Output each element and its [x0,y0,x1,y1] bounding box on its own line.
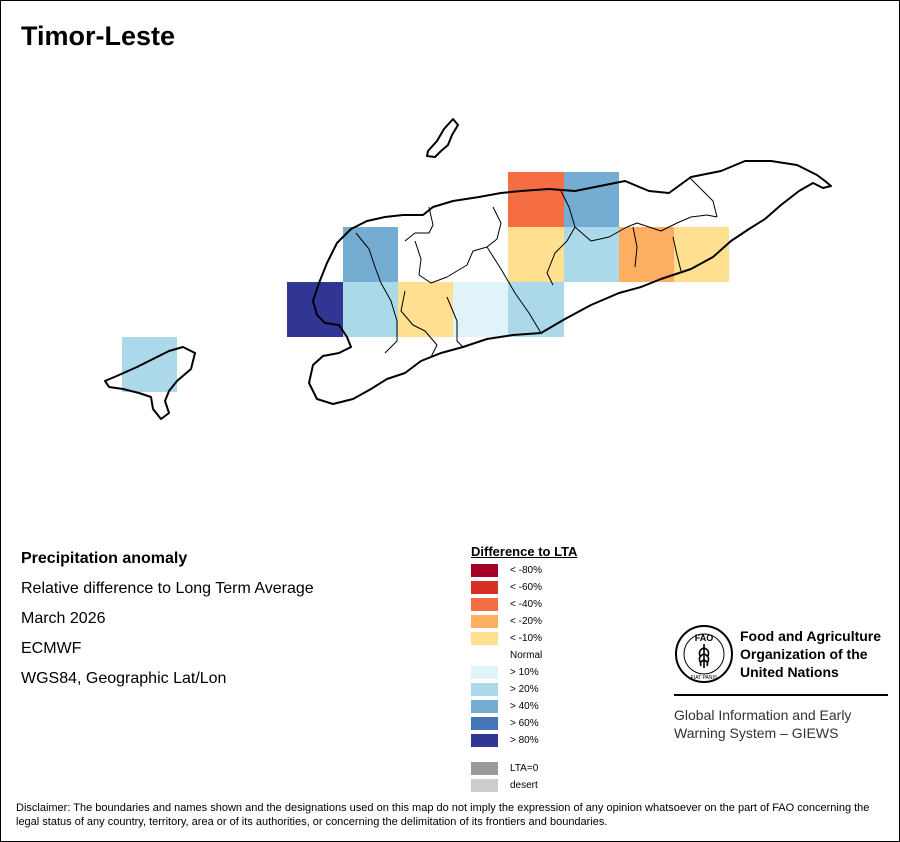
legend-swatch [471,700,498,713]
grid-cell [343,282,398,337]
grid-cell [398,282,453,337]
main-island-outline [308,160,832,405]
fao-logo-icon: FAO FIAT PANIS [675,625,733,683]
legend-swatch [471,779,498,792]
legend-swatch [471,649,498,662]
legend-swatch [471,581,498,594]
legend-swatch [471,564,498,577]
district-boundary [400,290,438,358]
district-boundary [486,246,542,334]
legend-label: < -60% [510,582,542,593]
legend-label: desert [510,780,538,791]
fao-logo-letters: FAO [695,633,714,643]
legend-label: > 80% [510,735,539,746]
legend-label: LTA=0 [510,763,539,774]
grid-cell [564,227,619,282]
district-boundary [672,236,682,272]
legend-label: < -80% [510,565,542,576]
atauro-island-outline [426,118,459,158]
district-boundary [688,176,718,218]
map-canvas [104,118,832,420]
grid-cell [508,227,564,282]
disclaimer: Disclaimer: The boundaries and names sho… [16,802,870,828]
legend-label: < -20% [510,616,542,627]
giews-name: Global Information and Early Warning Sys… [674,707,852,741]
legend-swatch [471,734,498,747]
grid-cell [674,227,729,282]
legend-label: > 10% [510,667,539,678]
grid-cell [122,337,177,392]
district-boundary [574,214,718,242]
district-boundary [355,232,398,354]
legend-swatch [471,762,498,775]
legend-label: > 20% [510,684,539,695]
info-projection: WGS84, Geographic Lat/Lon [21,670,227,687]
anomaly-grid [122,172,729,392]
district-boundary [404,206,434,242]
legend-swatch [471,683,498,696]
district-boundary [632,226,638,268]
grid-cell [619,227,674,282]
legend-swatch [471,666,498,679]
fao-divider [674,694,888,696]
legend-label: > 40% [510,701,539,712]
grid-cell [508,282,564,337]
legend-label: Normal [510,650,543,661]
grid-cell [508,172,564,227]
info-subtitle: Relative difference to Long Term Average [21,580,314,597]
legend-swatch [471,615,498,628]
info-source: ECMWF [21,640,82,657]
district-boundaries [355,176,718,358]
grid-cell [564,172,619,227]
district-boundary [546,190,576,286]
country-outline [104,118,832,420]
info-period: March 2026 [21,610,106,627]
district-boundary [414,206,502,284]
map-title: Timor-Leste [21,21,176,51]
legend-swatch [471,632,498,645]
info-heading: Precipitation anomaly [21,550,188,567]
legend-label: > 60% [510,718,539,729]
oecusse-outline [104,346,196,420]
legend-label: < -40% [510,599,542,610]
legend-swatch [471,598,498,611]
fao-logo-motto: FIAT PANIS [691,675,718,681]
grid-cell [453,282,508,337]
legend-title: Difference to LTA [471,544,578,559]
legend-label: < -10% [510,633,542,644]
legend-swatch [471,717,498,730]
district-boundary [446,296,464,348]
fao-name: Food and Agriculture Organization of the… [740,628,882,680]
